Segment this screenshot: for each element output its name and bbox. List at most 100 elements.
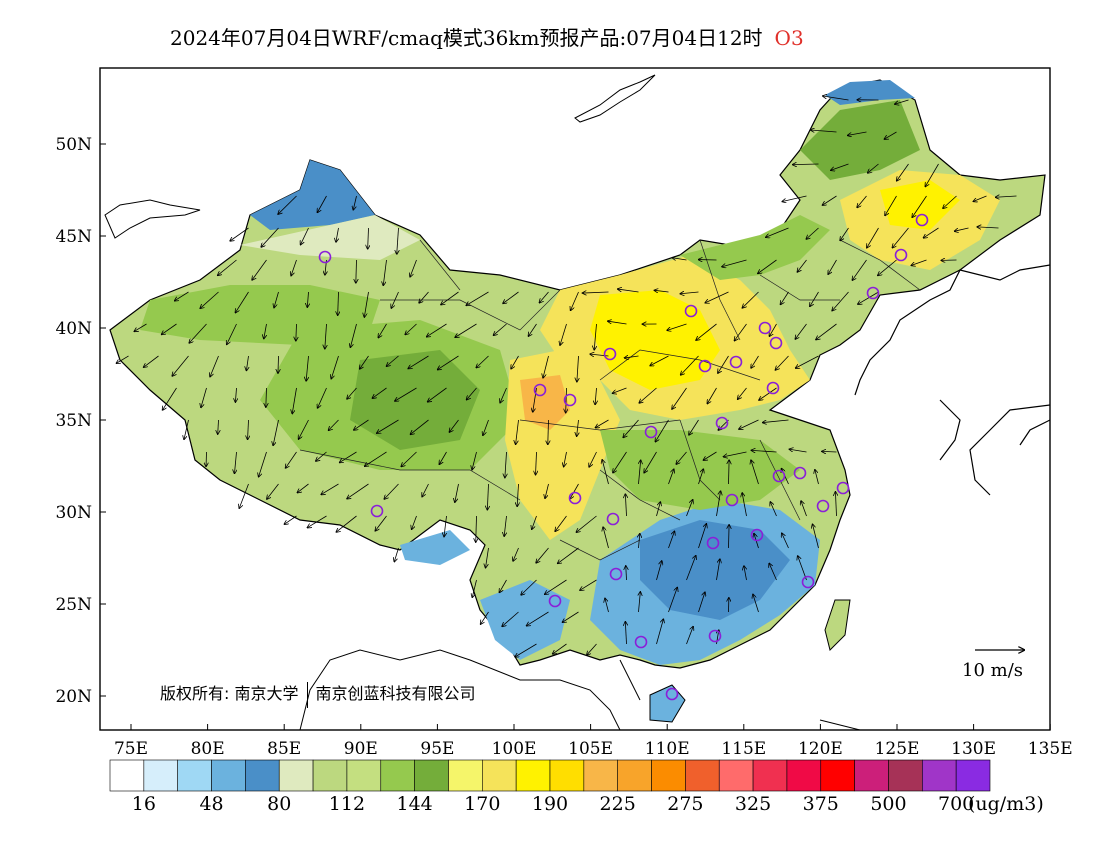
site-marker — [708, 629, 722, 643]
lon-tick-label: 130E — [951, 739, 996, 759]
wind-arrow — [516, 419, 519, 444]
colorbar-swatch — [414, 759, 449, 792]
site-marker — [766, 381, 780, 395]
wind-arrow — [734, 323, 747, 341]
wind-arrow — [230, 227, 249, 241]
colorbar-swatch — [109, 759, 145, 792]
lon-tick-label: 120E — [798, 739, 843, 759]
wind-arrow — [297, 483, 309, 493]
wind-arrow — [505, 451, 507, 478]
wind-arrow — [201, 387, 207, 407]
wind-arrow — [397, 227, 399, 254]
wind-arrow — [455, 323, 477, 337]
wind-arrow — [378, 323, 387, 338]
longitude-axis: 75E 80E 85E 90E 95E 100E 105E 110E 115E 120E 125E 1… — [114, 724, 1073, 759]
wind-arrow — [307, 291, 308, 307]
lat-tick-label: 20N — [55, 687, 92, 707]
lat-tick-label: 30N — [55, 503, 92, 523]
wind-arrow — [770, 502, 777, 517]
wind-arrow — [570, 483, 579, 499]
colorbar-tick-label: 112 — [328, 793, 366, 815]
colorbar-tick-label: 325 — [734, 793, 772, 815]
lon-tick-label: 110E — [645, 739, 690, 759]
wind-arrow — [318, 387, 327, 408]
site-marker — [548, 594, 562, 608]
colorbar-unit: (ug/m3) — [968, 793, 1044, 815]
wind-arrow — [284, 515, 297, 524]
wind-arrow — [472, 579, 477, 597]
wind-arrow — [656, 502, 661, 517]
province-line — [839, 239, 921, 291]
wind-arrow — [686, 627, 694, 645]
wind-arrow — [782, 533, 789, 549]
wind-arrow — [831, 163, 849, 170]
province-line — [759, 439, 801, 521]
copyright-prefix: 版权所有: — [160, 684, 230, 703]
wind-arrow — [377, 419, 399, 433]
colorbar-swatch — [346, 759, 382, 792]
copyright-note: 版权所有: 南京大学 南京创蓝科技有限公司 — [160, 680, 476, 708]
wind-arrow — [533, 387, 537, 412]
colorbar — [109, 759, 991, 792]
wind-arrow — [218, 259, 237, 275]
site-marker — [816, 499, 830, 513]
lat-tick-label: 50N — [55, 135, 92, 155]
lon-tick-label: 90E — [344, 739, 378, 759]
colorbar-tick-label: 700 — [938, 793, 975, 815]
wind-arrow — [273, 419, 279, 445]
wind-arrow — [625, 356, 639, 358]
inner-mongolia-green — [680, 215, 830, 280]
wind-arrow — [527, 611, 549, 626]
wind-arrow — [558, 547, 579, 563]
wind-arrow — [577, 355, 579, 382]
wind-arrow — [511, 355, 519, 369]
wind-arrow — [589, 451, 597, 467]
wind-arrow — [189, 323, 207, 343]
wind-arrow — [724, 451, 747, 457]
wind-arrow — [686, 556, 696, 581]
wind-arrow — [668, 588, 678, 613]
wind-arrow — [798, 556, 807, 581]
wind-arrow — [218, 419, 219, 434]
wind-arrow — [235, 387, 236, 402]
wind-arrow — [781, 291, 789, 304]
lon-tick-label: 125E — [875, 739, 920, 759]
site-marker — [698, 359, 712, 373]
wind-arrow — [996, 196, 1017, 197]
wind-arrow — [487, 483, 488, 510]
wind-arrow — [739, 419, 759, 429]
site-marker — [715, 416, 729, 430]
lat-tick-label: 35N — [55, 411, 92, 431]
wind-arrow — [266, 387, 267, 407]
site-marker — [533, 383, 547, 397]
site-marker — [836, 481, 850, 495]
colorbar-swatch — [177, 759, 212, 792]
wind-arrow — [347, 483, 369, 499]
wind-arrow — [705, 291, 729, 303]
wind-arrow — [483, 419, 489, 435]
wind-arrow — [545, 579, 567, 594]
latitude-axis: 50N 45N 40N 35N 30N 25N 20N — [55, 135, 106, 707]
wind-arrow — [885, 195, 897, 215]
site-marker — [725, 493, 739, 507]
wind-arrow — [200, 291, 219, 308]
colorbar-swatch — [752, 759, 788, 792]
copyright-org1: 南京大学 — [234, 684, 299, 703]
wind-arrow — [375, 515, 387, 531]
wind-arrow — [943, 195, 957, 208]
wind-arrow — [595, 387, 596, 404]
wind-arrow — [810, 291, 819, 306]
site-marker — [769, 336, 783, 350]
wind-arrow — [365, 451, 387, 466]
wind-arrow — [656, 619, 664, 645]
wind-arrow — [878, 259, 897, 275]
wind-arrow — [912, 195, 927, 217]
site-marker — [568, 491, 582, 505]
wind-arrow — [394, 547, 399, 562]
wind-arrow — [548, 419, 549, 444]
wind-arrow — [502, 611, 519, 626]
wind-arrow — [857, 195, 867, 207]
wind-arrow — [235, 291, 249, 313]
wind-arrow — [372, 387, 387, 398]
